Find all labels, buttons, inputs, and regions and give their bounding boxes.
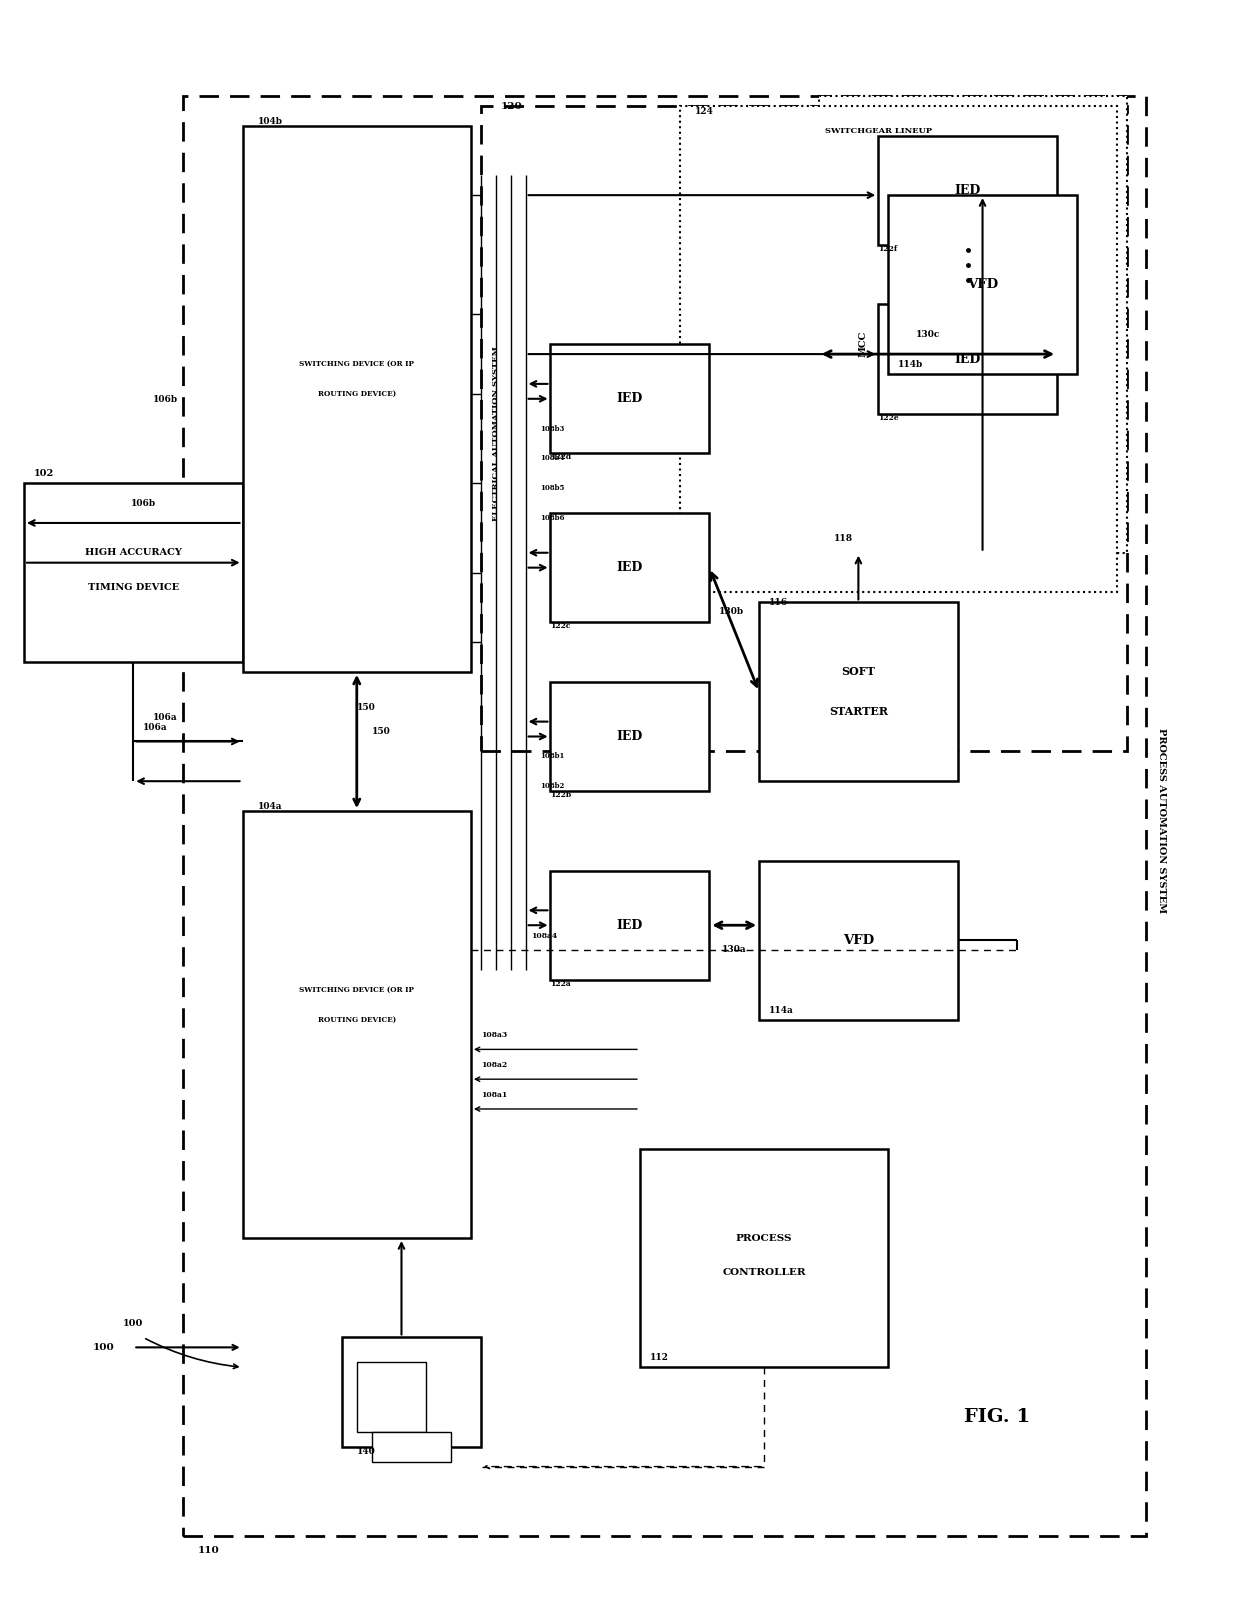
Bar <box>551 871 709 980</box>
Text: PROCESS: PROCESS <box>735 1234 792 1242</box>
Text: IED: IED <box>955 183 981 196</box>
Bar <box>24 483 243 662</box>
Text: 112: 112 <box>650 1353 668 1362</box>
Text: VFD: VFD <box>967 277 998 290</box>
Text: 122f: 122f <box>878 245 898 253</box>
Bar <box>759 861 957 1020</box>
Text: 106b: 106b <box>130 500 156 508</box>
Text: 108b3: 108b3 <box>541 425 564 433</box>
Text: 108a4: 108a4 <box>531 933 557 941</box>
Text: SWITCHING DEVICE (OR IP: SWITCHING DEVICE (OR IP <box>299 360 414 368</box>
Text: 130b: 130b <box>719 607 744 616</box>
Text: SWITCHGEAR LINEUP: SWITCHGEAR LINEUP <box>825 127 931 135</box>
Text: TIMING DEVICE: TIMING DEVICE <box>88 582 179 592</box>
Text: 130a: 130a <box>722 946 746 954</box>
Text: 114b: 114b <box>898 360 924 368</box>
Text: 130c: 130c <box>915 331 940 339</box>
Text: 122a: 122a <box>551 980 572 988</box>
Text: 102: 102 <box>33 469 55 478</box>
Text: IED: IED <box>616 393 644 406</box>
Text: ROUTING DEVICE): ROUTING DEVICE) <box>317 1015 396 1023</box>
Text: 108b2: 108b2 <box>541 782 565 790</box>
Text: 108b5: 108b5 <box>541 485 565 491</box>
Text: 100: 100 <box>93 1343 114 1351</box>
Text: 122b: 122b <box>551 792 572 800</box>
Text: 106a: 106a <box>154 712 177 722</box>
Bar <box>243 811 471 1238</box>
Text: IED: IED <box>955 352 981 365</box>
Bar <box>640 1148 888 1367</box>
Text: FIG. 1: FIG. 1 <box>965 1408 1030 1426</box>
Text: SWITCHING DEVICE (OR IP: SWITCHING DEVICE (OR IP <box>299 986 414 994</box>
Text: 108a1: 108a1 <box>481 1092 507 1100</box>
Text: CONTROLLER: CONTROLLER <box>722 1268 806 1278</box>
Text: 108b4: 108b4 <box>541 454 565 462</box>
Bar <box>888 195 1076 375</box>
Text: IED: IED <box>616 918 644 931</box>
Bar <box>878 136 1056 245</box>
Text: ROUTING DEVICE): ROUTING DEVICE) <box>317 389 396 397</box>
Bar <box>878 305 1056 414</box>
Text: 104b: 104b <box>258 117 283 125</box>
Text: HIGH ACCURACY: HIGH ACCURACY <box>84 548 182 558</box>
Text: 150: 150 <box>357 702 376 712</box>
Bar <box>818 96 1127 553</box>
Text: 104a: 104a <box>258 801 281 811</box>
Text: PROCESS AUTOMATION SYSTEM: PROCESS AUTOMATION SYSTEM <box>1157 728 1166 913</box>
Text: 108b6: 108b6 <box>541 514 565 522</box>
Text: 122d: 122d <box>551 454 572 461</box>
Text: 106b: 106b <box>154 394 179 404</box>
Bar <box>551 513 709 623</box>
Text: STARTER: STARTER <box>828 706 888 717</box>
Bar <box>680 105 1117 592</box>
Text: 122e: 122e <box>878 414 899 422</box>
Text: 118: 118 <box>833 534 853 543</box>
Text: 120: 120 <box>501 102 522 110</box>
Text: VFD: VFD <box>843 934 874 947</box>
Text: 140: 140 <box>357 1447 376 1455</box>
Text: 108a3: 108a3 <box>481 1032 507 1040</box>
Bar <box>342 1338 481 1447</box>
Bar <box>551 681 709 792</box>
Text: IED: IED <box>616 730 644 743</box>
Bar <box>481 105 1127 751</box>
Text: 108a2: 108a2 <box>481 1061 507 1069</box>
Bar <box>759 602 957 782</box>
Bar <box>357 1362 427 1432</box>
Text: 122c: 122c <box>551 623 570 631</box>
Bar <box>551 344 709 454</box>
Text: 150: 150 <box>372 727 391 736</box>
Text: IED: IED <box>616 561 644 574</box>
Text: 108b1: 108b1 <box>541 753 565 761</box>
Text: 124: 124 <box>694 107 713 115</box>
Text: SOFT: SOFT <box>842 667 875 678</box>
Bar <box>372 1432 451 1461</box>
Text: MCC: MCC <box>859 331 868 357</box>
Text: 110: 110 <box>198 1546 219 1555</box>
Bar <box>243 125 471 672</box>
Text: 106a: 106a <box>144 722 167 732</box>
Text: 116: 116 <box>769 599 789 607</box>
Text: 114a: 114a <box>769 1006 794 1015</box>
Text: ELECTRICAL AUTOMATION SYSTEM: ELECTRICAL AUTOMATION SYSTEM <box>492 345 500 521</box>
Bar <box>184 96 1147 1536</box>
Text: 100: 100 <box>123 1319 144 1327</box>
